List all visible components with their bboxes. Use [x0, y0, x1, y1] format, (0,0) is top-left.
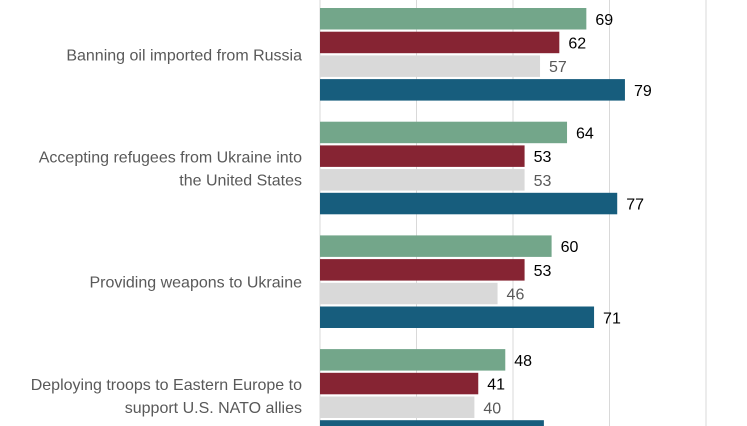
data-label: 64	[576, 125, 594, 142]
bar	[320, 396, 475, 418]
category-label-line: Banning oil imported from Russia	[66, 47, 302, 64]
bar	[320, 145, 525, 167]
category-label-line: Deploying troops to Eastern Europe to	[31, 377, 302, 394]
data-label: 60	[561, 239, 579, 256]
bar	[320, 169, 525, 191]
category-label: Deploying troops to Eastern Europe to sup…	[31, 377, 302, 417]
data-label: 46	[507, 287, 525, 304]
bar	[320, 282, 498, 305]
data-label: 48	[514, 353, 532, 370]
bar	[320, 235, 552, 257]
data-label: 57	[549, 59, 567, 76]
data-label: 62	[568, 35, 586, 52]
bar	[320, 8, 587, 30]
bar	[320, 372, 479, 395]
category-label-line: support U.S. NATO allies	[125, 400, 302, 417]
data-label: 79	[634, 83, 652, 100]
category-label-line: the United States	[179, 173, 302, 190]
bar	[320, 31, 560, 54]
category-label-line: Providing weapons to Ukraine	[89, 275, 302, 292]
data-label: 53	[534, 173, 552, 190]
bar	[320, 121, 568, 144]
data-label: 69	[595, 12, 613, 29]
bars	[320, 8, 625, 426]
category-label: Accepting refugees from Ukraine into the …	[39, 150, 302, 190]
data-label: 53	[534, 149, 552, 166]
category-labels: Banning oil imported from Russia Acceptin…	[31, 47, 302, 417]
data-label: 77	[626, 197, 644, 214]
bar	[320, 306, 595, 328]
data-label: 53	[534, 263, 552, 280]
bar	[320, 192, 618, 215]
data-label: 41	[487, 377, 505, 394]
bar	[320, 420, 544, 426]
data-label: 40	[483, 400, 501, 417]
bar	[320, 259, 525, 281]
category-label: Providing weapons to Ukraine	[89, 275, 302, 292]
data-label: 71	[603, 310, 621, 327]
bar	[320, 349, 506, 371]
bar	[320, 79, 625, 101]
category-label: Banning oil imported from Russia	[66, 47, 302, 64]
category-label-line: Accepting refugees from Ukraine into	[39, 150, 302, 167]
bar	[320, 55, 541, 77]
data-label: 58	[553, 424, 571, 426]
